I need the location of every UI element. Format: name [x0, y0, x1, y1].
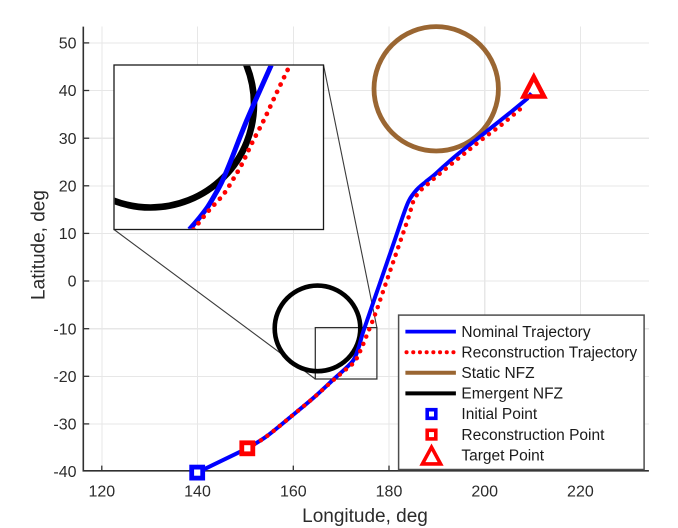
- svg-text:Reconstruction Trajectory: Reconstruction Trajectory: [461, 344, 637, 361]
- svg-text:Latitude, deg: Latitude, deg: [29, 190, 50, 300]
- svg-text:Target Point: Target Point: [461, 447, 544, 464]
- svg-text:Static NFZ: Static NFZ: [461, 365, 534, 382]
- svg-text:50: 50: [59, 36, 77, 53]
- svg-text:120: 120: [88, 484, 115, 501]
- svg-text:-10: -10: [53, 321, 76, 338]
- svg-text:-20: -20: [53, 369, 76, 386]
- svg-text:Initial Point: Initial Point: [461, 406, 538, 423]
- svg-text:Reconstruction Point: Reconstruction Point: [461, 427, 605, 444]
- svg-text:180: 180: [376, 484, 403, 501]
- svg-text:-30: -30: [53, 417, 76, 434]
- svg-text:Emergent NFZ: Emergent NFZ: [461, 386, 563, 403]
- svg-text:-40: -40: [53, 464, 76, 481]
- svg-text:30: 30: [59, 131, 77, 148]
- svg-text:220: 220: [567, 484, 594, 501]
- svg-text:140: 140: [184, 484, 211, 501]
- svg-text:Nominal Trajectory: Nominal Trajectory: [461, 324, 590, 341]
- svg-text:200: 200: [471, 484, 498, 501]
- svg-text:10: 10: [59, 226, 77, 243]
- svg-text:20: 20: [59, 179, 77, 196]
- svg-text:0: 0: [68, 274, 77, 291]
- svg-text:160: 160: [280, 484, 307, 501]
- svg-text:40: 40: [59, 83, 77, 100]
- svg-text:Longitude, deg: Longitude, deg: [302, 506, 428, 527]
